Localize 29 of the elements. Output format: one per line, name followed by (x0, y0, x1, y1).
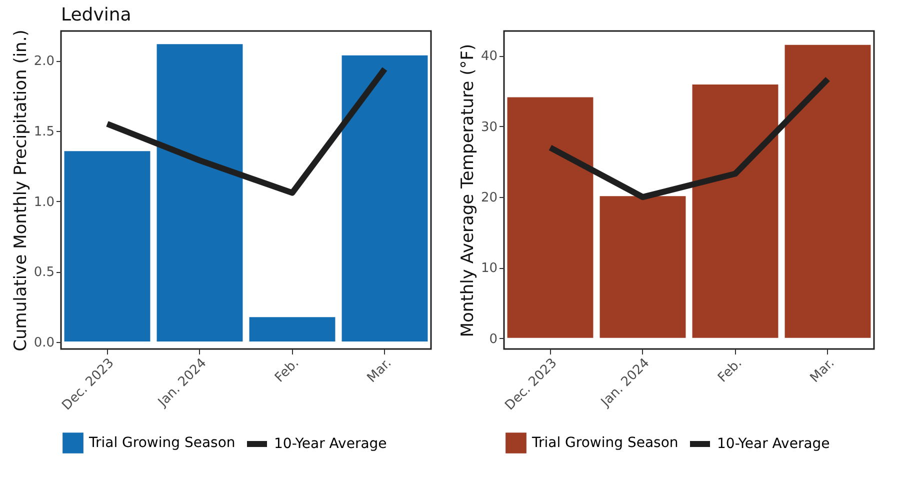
legend-label: 10-Year Average (274, 436, 387, 452)
y-axis-title: Monthly Average Temperature (°F) (458, 44, 478, 338)
bar (248, 316, 336, 342)
bar (598, 195, 687, 339)
chart-title: Ledvina (61, 4, 132, 26)
bar (506, 96, 594, 339)
x-tick-label: Mar. (808, 356, 838, 386)
y-tick-label: 20 (480, 190, 498, 206)
bar (63, 150, 152, 342)
legend-label: Trial Growing Season (88, 435, 236, 451)
y-tick-label: 10 (480, 261, 498, 276)
y-tick-label: 40 (480, 49, 498, 64)
legend-label: Trial Growing Season (531, 435, 678, 451)
x-tick-label: Feb. (715, 356, 746, 386)
x-tick-label: Feb. (272, 356, 302, 386)
y-tick-label: 0.0 (34, 335, 54, 350)
x-tick-label: Mar. (364, 356, 395, 386)
legend-label: 10-Year Average (717, 436, 830, 452)
bar (691, 84, 780, 339)
bar (340, 54, 429, 342)
y-axis-title: Cumulative Monthly Precipitation (in.) (10, 30, 31, 352)
y-tick-label: 0 (489, 332, 498, 347)
y-tick-label: 0.5 (34, 265, 54, 280)
bar (784, 44, 872, 339)
y-tick-label: 1.5 (34, 124, 54, 140)
y-tick-label: 30 (480, 120, 498, 135)
bar (156, 43, 244, 342)
y-tick-label: 2.0 (34, 54, 54, 70)
y-tick-label: 1.0 (34, 194, 54, 210)
